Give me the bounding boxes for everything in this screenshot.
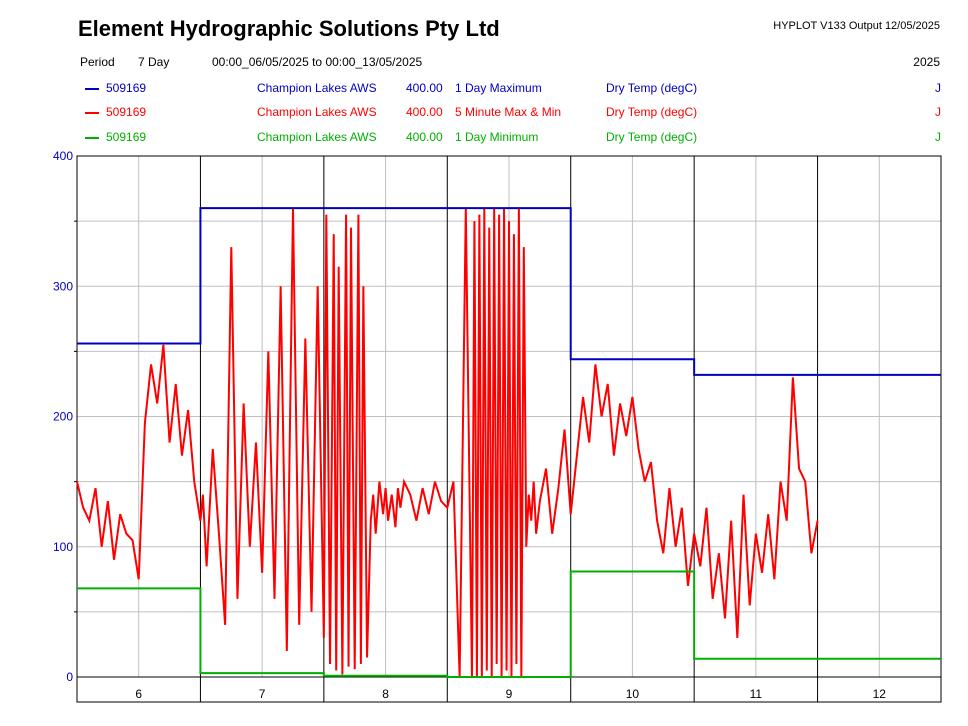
legend-value: 400.00 [406, 105, 443, 119]
legend-variable: Dry Temp (degC) [606, 105, 698, 119]
y-tick-label: 200 [53, 410, 73, 424]
y-tick-label: 400 [53, 149, 73, 163]
legend-flag: J [935, 81, 941, 95]
plot-frame [76, 155, 942, 703]
legend-entry-5min: 509169 Champion Lakes AWS 400.00 5 Minut… [85, 105, 941, 121]
legend-stat: 5 Minute Max & Min [455, 105, 562, 119]
legend-line-icon [85, 112, 99, 114]
y-tick-label: 100 [53, 540, 73, 554]
legend-stat: 1 Day Maximum [455, 81, 542, 95]
y-tick-label: 0 [66, 670, 73, 684]
period-label: Period [80, 55, 115, 69]
5-minute-max-min-series [76, 208, 819, 678]
page-title: Element Hydrographic Solutions Pty Ltd [78, 16, 500, 41]
legend-variable: Dry Temp (degC) [606, 130, 698, 144]
legend-station: Champion Lakes AWS [257, 105, 377, 119]
year-label: 2025 [913, 55, 940, 69]
legend-station: Champion Lakes AWS [257, 81, 377, 95]
legend-line-icon [85, 137, 99, 139]
version-label: HYPLOT V133 Output 12/05/2025 [773, 20, 940, 32]
x-tick-label: 10 [626, 687, 640, 701]
legend-value: 400.00 [406, 81, 443, 95]
legend-value: 400.00 [406, 130, 443, 144]
legend-entry-max: 509169 Champion Lakes AWS 400.00 1 Day M… [85, 81, 941, 97]
x-tick-label: 12 [873, 687, 887, 701]
legend-site: 509169 [106, 81, 147, 95]
legend-variable: Dry Temp (degC) [606, 81, 698, 95]
legend-flag: J [935, 130, 941, 144]
x-tick-label: 11 [750, 687, 763, 701]
x-tick-label: 8 [382, 687, 389, 701]
legend-site: 509169 [106, 105, 147, 119]
legend-stat: 1 Day Minimum [455, 130, 539, 144]
legend-entry-min: 509169 Champion Lakes AWS 400.00 1 Day M… [85, 130, 941, 146]
1-day-maximum-series [77, 207, 941, 376]
period-value: 7 Day [138, 55, 170, 69]
legend-line-icon [85, 88, 99, 90]
y-tick-label: 300 [53, 279, 73, 293]
x-tick-label: 7 [259, 687, 266, 701]
date-range: 00:00_06/05/2025 to 00:00_13/05/2025 [212, 55, 423, 69]
legend-site: 509169 [106, 130, 147, 144]
x-tick-label: 9 [506, 687, 513, 701]
x-tick-label: 6 [135, 687, 142, 701]
1-day-minimum-series [77, 570, 941, 678]
legend-flag: J [935, 105, 941, 119]
legend-station: Champion Lakes AWS [257, 130, 377, 144]
